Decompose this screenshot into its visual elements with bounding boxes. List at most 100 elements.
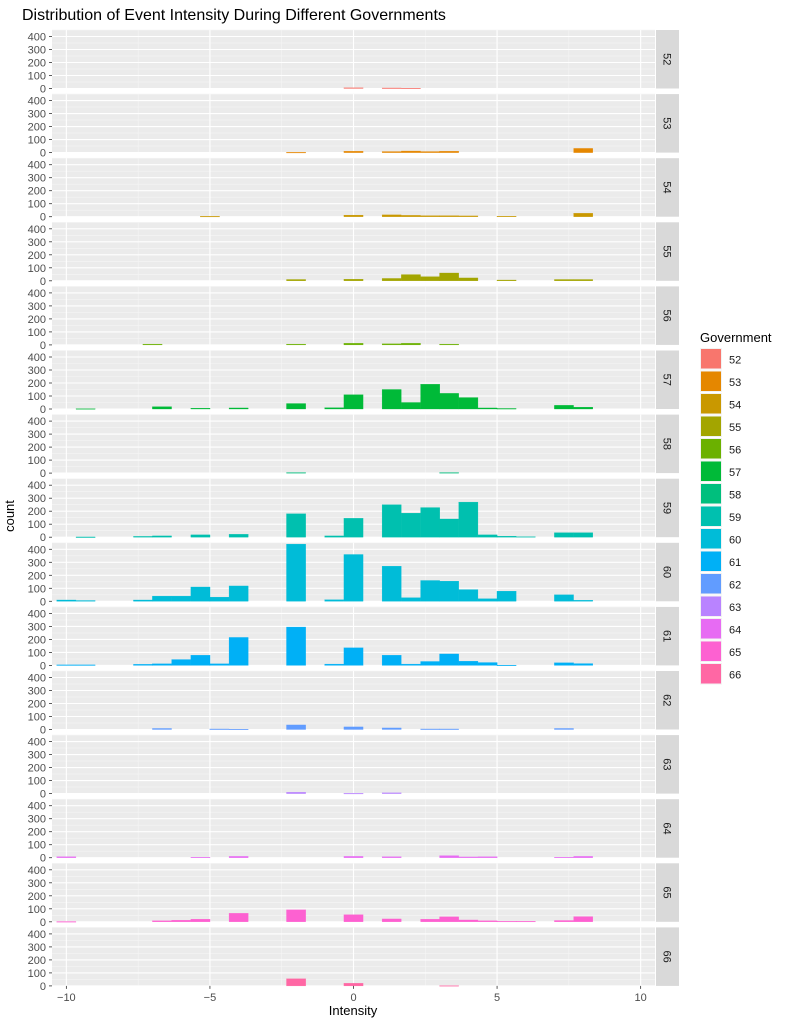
histogram-bar xyxy=(343,343,364,346)
y-tick-label: 100 xyxy=(28,455,46,467)
y-tick-label: 100 xyxy=(28,71,46,83)
y-tick-label: 300 xyxy=(28,365,46,377)
facet-strip-label: 53 xyxy=(661,117,673,129)
facet-strip xyxy=(656,222,679,281)
histogram-bar xyxy=(401,88,421,89)
histogram-bar xyxy=(56,664,77,666)
y-tick-label: 200 xyxy=(28,570,46,582)
facet-strip-label: 61 xyxy=(661,630,673,642)
histogram-bar xyxy=(381,278,402,281)
histogram-bar xyxy=(554,857,574,858)
histogram-bar xyxy=(458,215,479,217)
histogram-bar xyxy=(190,655,211,666)
histogram-bar xyxy=(152,595,172,602)
y-tick-label: 100 xyxy=(28,647,46,659)
facet-strip xyxy=(656,414,679,474)
histogram-bar xyxy=(171,659,191,666)
legend-label: 53 xyxy=(729,377,741,389)
legend-item: 61 xyxy=(700,550,741,572)
histogram-bar xyxy=(420,507,440,538)
y-tick-label: 200 xyxy=(28,314,46,326)
histogram-bar xyxy=(458,856,479,858)
histogram-bar xyxy=(439,653,459,666)
legend-swatch xyxy=(701,641,721,661)
facet-strip-label: 66 xyxy=(661,951,673,963)
y-tick-label: 300 xyxy=(28,45,46,57)
histogram-bar xyxy=(496,664,517,666)
legend-item: 65 xyxy=(700,640,741,662)
x-tick-label: 10 xyxy=(635,992,647,1004)
histogram-bar xyxy=(381,727,402,730)
y-tick-label: 200 xyxy=(28,891,46,903)
legend-swatch xyxy=(701,529,721,549)
y-tick-label: 200 xyxy=(28,250,46,262)
facet-strip-label: 56 xyxy=(661,310,673,322)
histogram-bar xyxy=(420,276,440,281)
facet-strip xyxy=(656,671,679,730)
histogram-bar xyxy=(228,407,249,410)
y-tick-label: 100 xyxy=(28,263,46,275)
histogram-bar xyxy=(381,792,402,794)
histogram-bar xyxy=(343,554,364,602)
histogram-bar xyxy=(573,916,593,922)
histogram-bar xyxy=(56,856,77,858)
histogram-bar xyxy=(496,216,517,217)
legend-title: Government xyxy=(700,330,772,345)
facet-strip-label: 62 xyxy=(661,694,673,706)
histogram-bar xyxy=(458,501,479,538)
histogram-bar xyxy=(401,663,421,666)
histogram-bar xyxy=(554,279,574,281)
histogram-bar xyxy=(439,343,459,346)
x-tick-label: −5 xyxy=(204,992,217,1004)
facet-strip-label: 55 xyxy=(661,245,673,257)
legend-swatch xyxy=(701,484,721,504)
legend-swatch xyxy=(701,506,721,526)
histogram-bar xyxy=(286,343,306,346)
histogram-bar xyxy=(75,664,96,666)
legend-swatch xyxy=(701,461,721,481)
y-tick-label: 0 xyxy=(40,276,46,288)
histogram-bar xyxy=(343,914,364,922)
histogram-bar xyxy=(209,728,230,730)
histogram-bar xyxy=(190,408,211,410)
legend-item: 66 xyxy=(700,663,741,685)
histogram-bar xyxy=(171,595,191,602)
y-tick-label: 400 xyxy=(28,288,46,300)
legend-swatch xyxy=(701,574,721,594)
histogram-bar xyxy=(200,216,220,218)
histogram-bar xyxy=(477,407,498,410)
y-tick-label: 0 xyxy=(40,596,46,608)
legend-item: 60 xyxy=(700,528,741,550)
legend-label: 65 xyxy=(729,647,741,659)
facet-strip xyxy=(656,30,679,89)
histogram-bar xyxy=(56,599,77,602)
y-tick-label: 400 xyxy=(28,160,46,172)
histogram-bar xyxy=(573,600,593,602)
histogram-bar xyxy=(381,214,402,217)
y-tick-label: 400 xyxy=(28,96,46,108)
histogram-bar xyxy=(381,87,402,89)
histogram-bar xyxy=(228,729,249,730)
y-tick-label: 200 xyxy=(28,827,46,839)
histogram-bar xyxy=(439,855,459,858)
histogram-bar xyxy=(343,279,364,281)
legend-label: 66 xyxy=(729,669,741,681)
histogram-bar xyxy=(573,148,593,153)
histogram-bar xyxy=(573,663,593,666)
histogram-bar xyxy=(554,405,574,410)
histogram-bar xyxy=(439,472,459,474)
histogram-bar xyxy=(142,343,163,346)
y-tick-label: 100 xyxy=(28,519,46,531)
histogram-bar xyxy=(381,918,402,922)
facet-strip-label: 64 xyxy=(661,822,673,834)
histogram-bar xyxy=(75,600,96,602)
histogram-bar xyxy=(286,792,306,794)
histogram-bar xyxy=(286,513,306,538)
y-tick-label: 200 xyxy=(28,442,46,454)
legend-swatch xyxy=(701,394,721,414)
histogram-bar xyxy=(133,536,153,538)
